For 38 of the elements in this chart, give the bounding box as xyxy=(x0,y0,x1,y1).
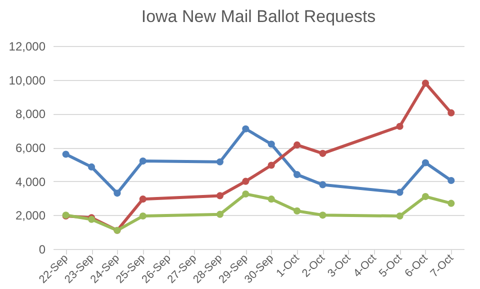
point xyxy=(268,140,275,148)
point xyxy=(242,125,250,132)
point xyxy=(422,159,430,166)
point xyxy=(319,212,326,219)
point xyxy=(216,158,224,166)
y-tick-label: 6,000 xyxy=(15,141,46,155)
y-tick-label: 8,000 xyxy=(15,107,46,122)
point xyxy=(268,162,275,169)
point xyxy=(448,176,455,184)
point xyxy=(114,190,121,197)
point xyxy=(448,200,455,207)
point xyxy=(422,193,430,200)
point xyxy=(396,122,404,130)
point xyxy=(293,141,301,148)
point xyxy=(422,80,430,87)
point xyxy=(319,150,326,157)
point xyxy=(242,190,250,198)
point xyxy=(319,181,326,188)
point xyxy=(139,212,146,220)
y-tick-label: 10,000 xyxy=(8,73,46,88)
point xyxy=(396,212,404,220)
y-tick-label: 2,000 xyxy=(15,208,46,223)
y-tick-label: 0 xyxy=(38,242,46,256)
point xyxy=(242,178,250,185)
point xyxy=(396,188,404,196)
y-tick-label: 4,000 xyxy=(15,174,46,189)
point xyxy=(88,163,96,170)
chart-title: Iowa New Mail Ballot Requests xyxy=(141,7,376,26)
point xyxy=(216,210,224,218)
point xyxy=(268,196,275,203)
point xyxy=(293,207,301,214)
point xyxy=(139,158,146,165)
point xyxy=(139,196,146,203)
point xyxy=(448,109,455,116)
point xyxy=(216,192,224,200)
point xyxy=(293,171,301,178)
point xyxy=(62,150,70,158)
y-tick-label: 12,000 xyxy=(8,40,46,54)
